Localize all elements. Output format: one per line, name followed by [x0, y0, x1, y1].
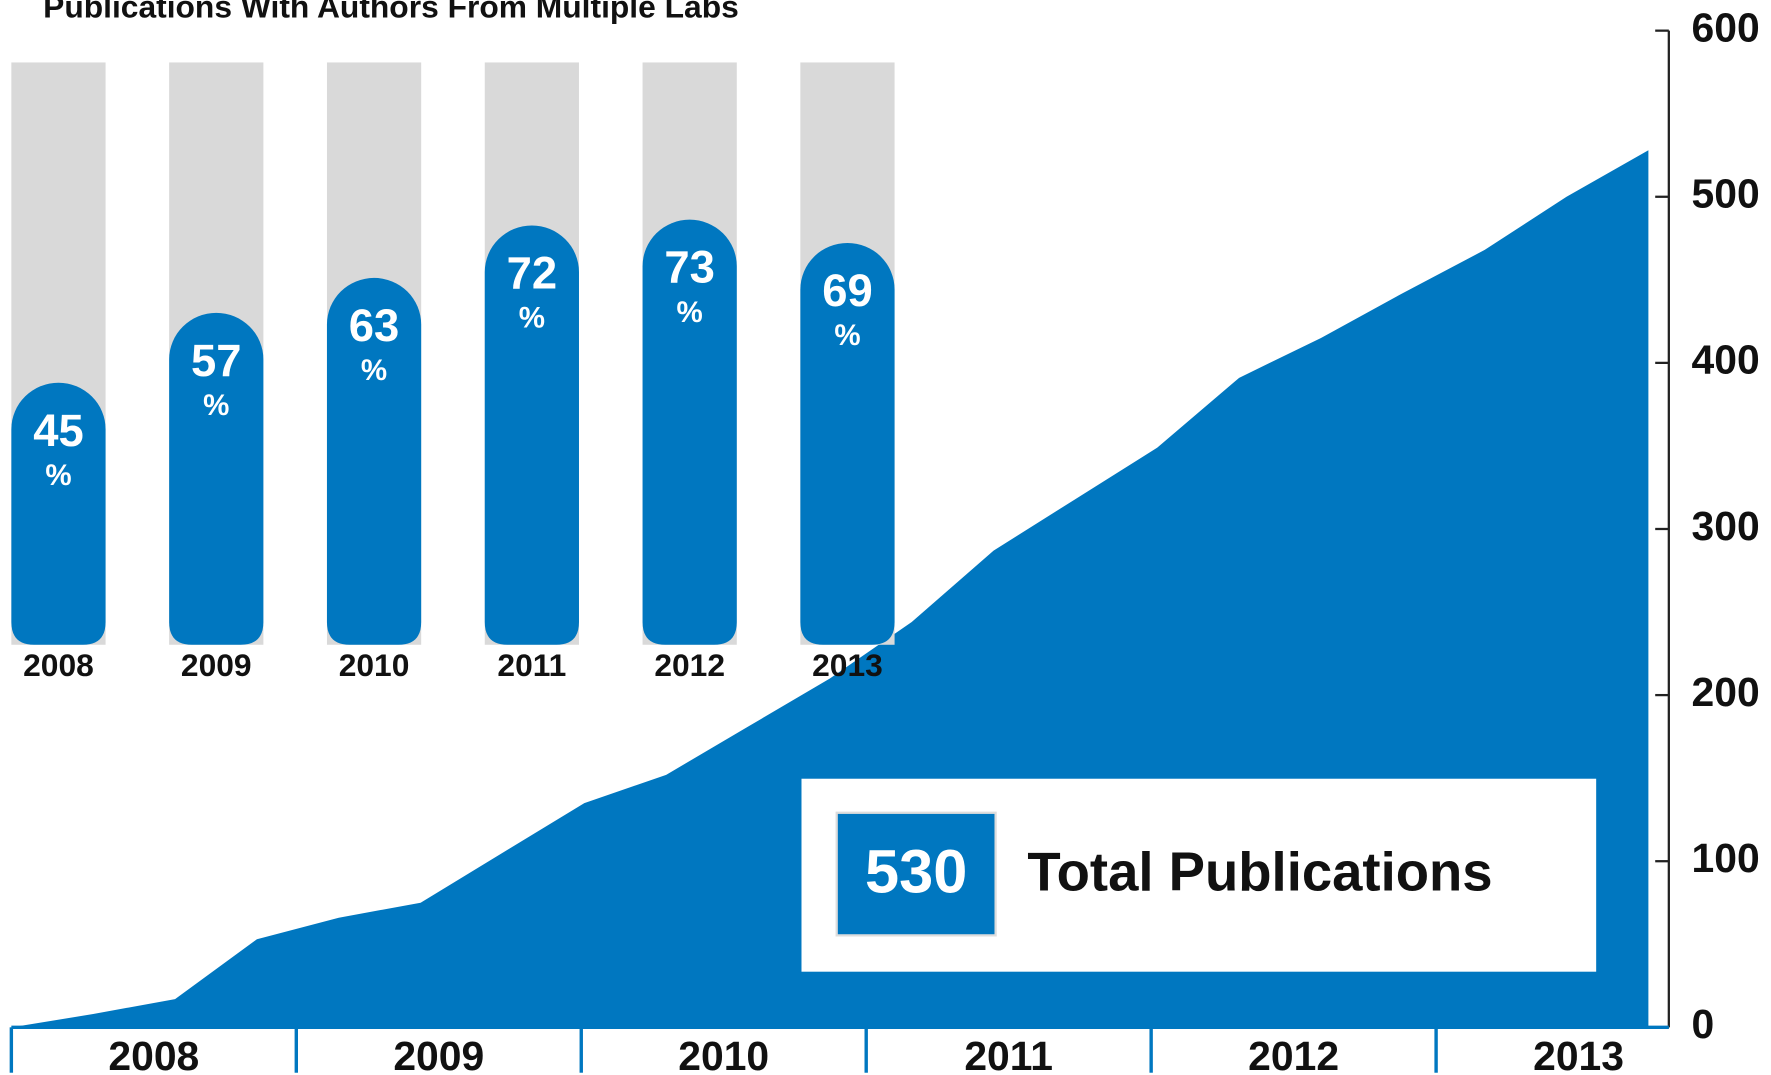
value-unit: %: [677, 296, 703, 329]
x-tick-label: 2009: [181, 647, 252, 683]
value-unit: %: [45, 459, 71, 492]
y-tick-label: 0: [1692, 1001, 1715, 1047]
bar: [169, 312, 264, 645]
annotation-text: Total Publications: [1027, 842, 1492, 903]
value-unit: %: [361, 354, 387, 387]
y-tick-label: 600: [1692, 4, 1760, 50]
value-label: 45%: [33, 405, 84, 492]
value-label: 69%: [822, 265, 873, 352]
y-tick-label: 400: [1692, 337, 1760, 383]
x-tick-label: 2012: [654, 647, 725, 683]
bar: [484, 225, 579, 645]
y-tick-label: 300: [1692, 503, 1760, 549]
annotation-value: 530: [865, 838, 967, 906]
y-tick-label: 100: [1692, 835, 1760, 881]
x-tick-label: 2011: [964, 1033, 1053, 1075]
value-label: 72%: [507, 248, 558, 335]
inset-title: Publications With Authors From Multiple …: [43, 0, 739, 24]
value-label: 63%: [349, 300, 400, 387]
value-unit: %: [519, 302, 545, 335]
bar: [800, 242, 895, 645]
value-number: 45: [33, 405, 84, 456]
bar: [326, 277, 422, 645]
value-number: 69: [822, 265, 873, 316]
x-tick-label: 2012: [1248, 1033, 1339, 1075]
value-number: 63: [349, 300, 400, 351]
value-label: 73%: [664, 242, 715, 329]
value-unit: %: [203, 389, 229, 422]
x-tick-label: 2009: [393, 1033, 484, 1075]
x-tick-label: 2010: [678, 1033, 769, 1075]
x-tick-label: 2011: [497, 647, 566, 683]
x-tick-label: 2008: [108, 1033, 199, 1075]
value-number: 72: [507, 248, 558, 299]
x-tick-label: 2013: [1533, 1033, 1624, 1075]
annotation-badge: [835, 811, 997, 937]
x-tick-label: 2010: [339, 647, 410, 683]
x-tick-label: 2013: [812, 647, 883, 683]
bar: [11, 382, 106, 645]
y-tick-label: 200: [1692, 669, 1760, 715]
value-number: 57: [191, 335, 242, 386]
value-number: 73: [664, 242, 715, 293]
y-tick-label: 500: [1692, 171, 1760, 217]
bar: [642, 219, 737, 645]
value-unit: %: [834, 319, 860, 352]
x-tick-label: 2008: [23, 647, 94, 683]
value-label: 57%: [191, 335, 242, 422]
